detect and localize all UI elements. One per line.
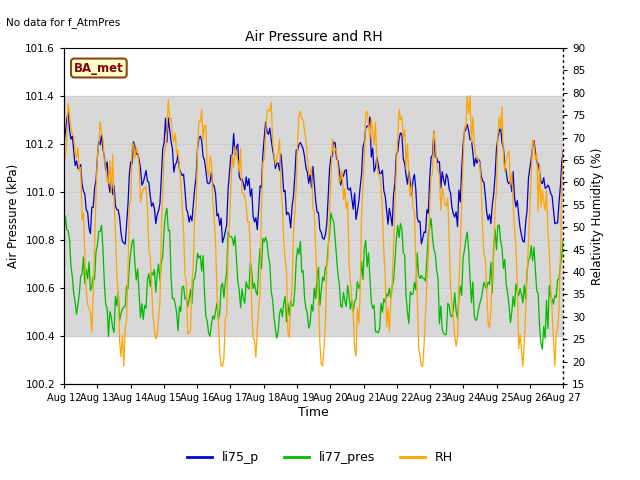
Y-axis label: Relativity Humidity (%): Relativity Humidity (%)	[591, 147, 604, 285]
Y-axis label: Air Pressure (kPa): Air Pressure (kPa)	[6, 164, 20, 268]
Title: Air Pressure and RH: Air Pressure and RH	[244, 30, 383, 44]
Text: BA_met: BA_met	[74, 61, 124, 74]
Bar	[64, 96, 563, 336]
Text: No data for f_AtmPres: No data for f_AtmPres	[6, 17, 121, 28]
X-axis label: Time: Time	[298, 406, 329, 419]
Legend: li75_p, li77_pres, RH: li75_p, li77_pres, RH	[182, 446, 458, 469]
